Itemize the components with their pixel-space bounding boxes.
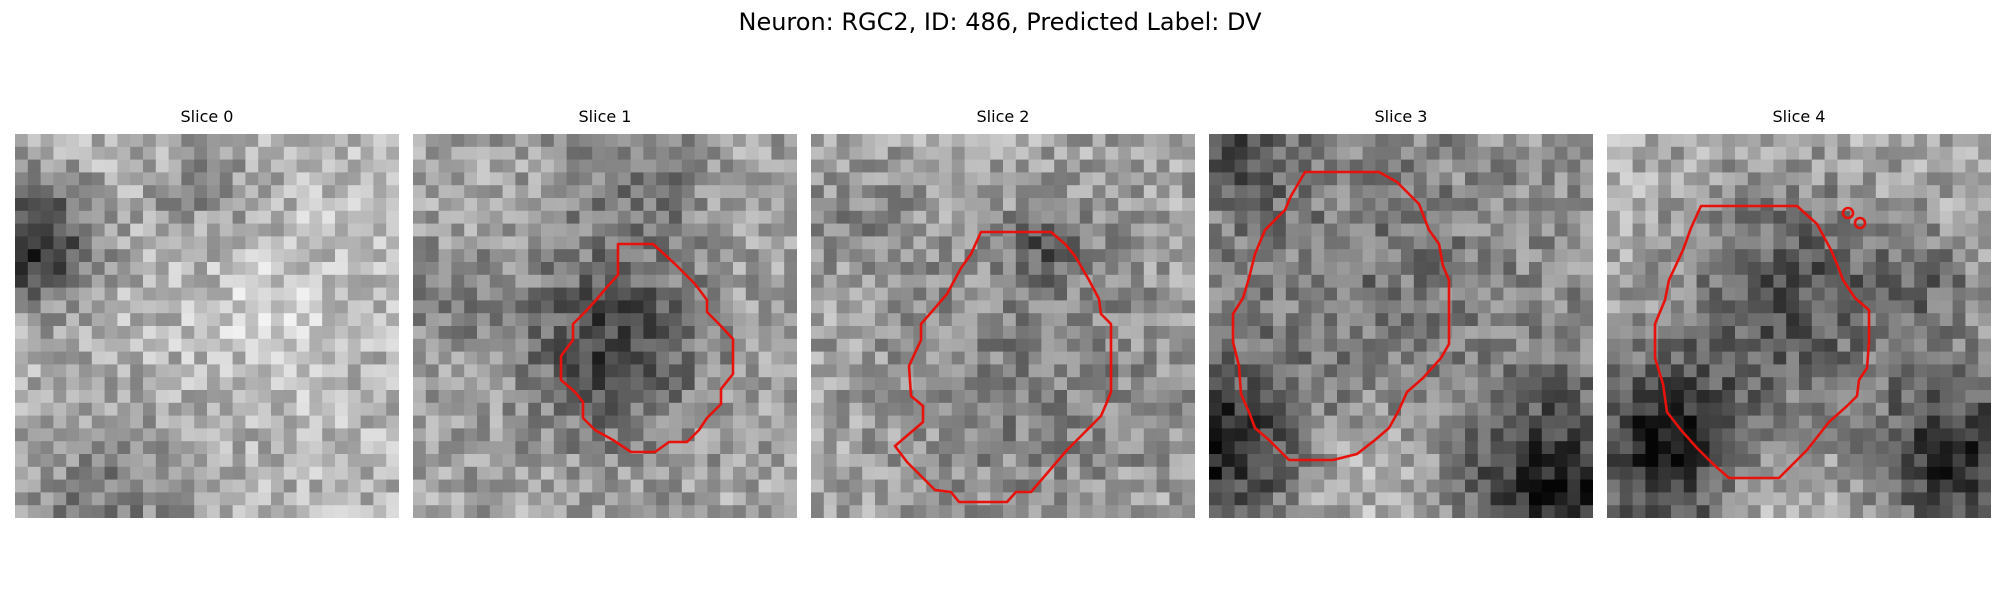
slice-image-4 [1607, 134, 1991, 518]
cell-contour-2 [893, 230, 1113, 504]
slice-pixel-grid-4 [1607, 134, 1991, 518]
slice-title-3: Slice 3 [1374, 107, 1428, 126]
slice-title-1: Slice 1 [578, 107, 632, 126]
figure-title: Neuron: RGC2, ID: 486, Predicted Label: … [738, 8, 1262, 36]
slice-pixel-grid-0 [15, 134, 399, 518]
slice-pixel-grid-1 [413, 134, 797, 518]
slice-title-4: Slice 4 [1772, 107, 1826, 126]
contour-fragment-b-4 [1853, 216, 1867, 230]
slice-pixel-grid-3 [1209, 134, 1593, 518]
slice-title-2: Slice 2 [976, 107, 1030, 126]
contour-fragment-a-4 [1841, 206, 1855, 220]
cell-contour-1 [559, 242, 735, 454]
slice-image-2 [811, 134, 1195, 518]
slice-image-3 [1209, 134, 1593, 518]
slice-image-0 [15, 134, 399, 518]
cell-contour-3 [1231, 170, 1451, 462]
cell-contour-4 [1653, 204, 1871, 480]
slice-image-1 [413, 134, 797, 518]
slice-title-0: Slice 0 [180, 107, 234, 126]
slice-pixel-grid-2 [811, 134, 1195, 518]
